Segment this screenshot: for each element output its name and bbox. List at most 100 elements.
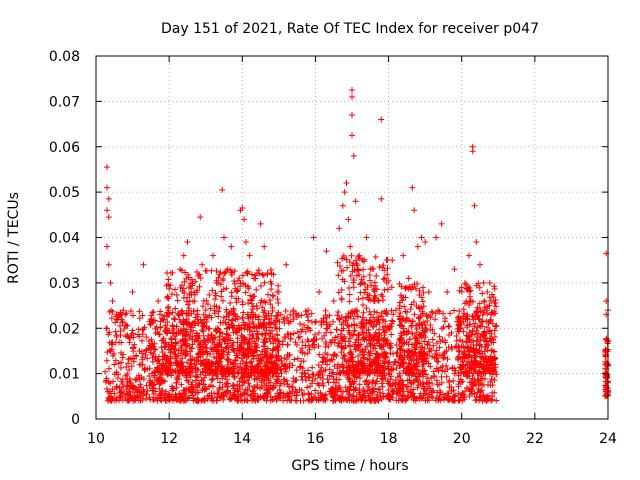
data-point-plus xyxy=(448,388,455,395)
data-point-plus xyxy=(293,367,300,374)
data-point-plus xyxy=(366,331,373,338)
data-point-plus xyxy=(479,323,486,330)
data-point-plus xyxy=(234,369,241,376)
data-point-plus xyxy=(215,386,222,393)
data-point-plus xyxy=(238,370,245,377)
data-point-plus xyxy=(181,289,188,296)
data-point-plus xyxy=(471,354,478,361)
data-point-plus xyxy=(368,379,375,386)
data-point-plus xyxy=(261,279,268,286)
data-point-plus xyxy=(194,311,201,318)
x-tick-label: 12 xyxy=(160,431,178,447)
data-point-plus xyxy=(414,384,421,391)
data-point-plus xyxy=(103,184,110,191)
data-point-plus xyxy=(312,394,319,401)
data-point-plus xyxy=(211,390,218,397)
data-point-plus xyxy=(240,352,247,359)
data-point-plus xyxy=(411,311,418,318)
data-point-plus xyxy=(340,325,347,332)
data-point-plus xyxy=(294,313,301,320)
data-point-plus xyxy=(154,397,161,404)
data-point-plus xyxy=(174,297,181,304)
data-point-plus xyxy=(459,358,466,365)
data-point-plus xyxy=(340,267,347,274)
data-point-plus xyxy=(373,272,380,279)
data-point-plus xyxy=(346,329,353,336)
data-point-plus xyxy=(219,375,226,382)
data-point-plus xyxy=(147,349,154,356)
data-point-plus xyxy=(260,272,267,279)
data-point-plus xyxy=(377,352,384,359)
data-point-plus xyxy=(341,353,348,360)
data-point-plus xyxy=(266,330,273,337)
data-point-plus xyxy=(223,306,230,313)
data-point-plus xyxy=(438,373,445,380)
y-tick-label: 0.03 xyxy=(49,276,80,292)
data-point-plus xyxy=(421,338,428,345)
data-point-plus xyxy=(139,331,146,338)
data-point-plus xyxy=(162,367,169,374)
data-point-plus xyxy=(429,380,436,387)
data-point-plus xyxy=(403,383,410,390)
data-point-plus xyxy=(255,313,262,320)
data-point-plus xyxy=(374,396,381,403)
data-point-plus xyxy=(284,330,291,337)
data-point-plus xyxy=(477,393,484,400)
data-point-plus xyxy=(450,377,457,384)
data-point-plus xyxy=(388,284,395,291)
data-point-plus xyxy=(331,394,338,401)
data-point-plus xyxy=(282,334,289,341)
data-point-plus xyxy=(325,379,332,386)
data-point-plus xyxy=(266,297,273,304)
data-point-plus xyxy=(137,389,144,396)
data-point-plus xyxy=(455,322,462,329)
data-point-plus xyxy=(461,300,468,307)
data-point-plus xyxy=(407,306,414,313)
data-point-plus xyxy=(305,390,312,397)
data-point-plus xyxy=(220,286,227,293)
data-point-plus xyxy=(324,351,331,358)
data-point-plus xyxy=(168,369,175,376)
data-point-plus xyxy=(176,390,183,397)
data-point-plus xyxy=(178,394,185,401)
data-point-plus xyxy=(132,394,139,401)
data-point-plus xyxy=(184,239,191,246)
data-point-plus xyxy=(433,355,440,362)
data-point-plus xyxy=(272,324,279,331)
data-point-plus xyxy=(379,293,386,300)
data-point-plus xyxy=(213,328,220,335)
data-point-plus xyxy=(113,397,120,404)
data-point-plus xyxy=(122,333,129,340)
data-point-plus xyxy=(147,316,154,323)
data-point-plus xyxy=(194,374,201,381)
data-point-plus xyxy=(146,379,153,386)
data-point-plus xyxy=(330,298,337,305)
data-point-plus xyxy=(265,291,272,298)
data-point-plus xyxy=(460,350,467,356)
data-point-plus xyxy=(309,380,316,387)
data-point-plus xyxy=(190,386,197,393)
data-point-plus xyxy=(399,340,406,347)
data-point-plus xyxy=(312,387,319,394)
data-point-plus xyxy=(243,359,250,366)
data-point-plus xyxy=(217,329,224,336)
data-point-plus xyxy=(346,298,353,305)
data-point-plus xyxy=(159,387,166,394)
data-point-plus xyxy=(263,380,270,387)
data-point-plus xyxy=(207,305,214,312)
data-point-plus xyxy=(456,353,463,360)
data-point-plus xyxy=(421,386,428,393)
data-point-plus xyxy=(253,286,260,293)
data-point-plus xyxy=(444,288,451,295)
data-point-plus xyxy=(304,336,311,343)
data-point-plus xyxy=(176,376,183,383)
data-point-plus xyxy=(112,328,119,335)
data-point-plus xyxy=(267,324,274,331)
data-point-plus xyxy=(305,307,312,314)
data-point-plus xyxy=(604,348,611,355)
data-point-plus xyxy=(118,339,125,346)
data-point-plus xyxy=(408,301,415,308)
data-point-plus xyxy=(274,347,281,354)
data-point-plus xyxy=(273,376,280,383)
data-point-plus xyxy=(392,307,399,314)
